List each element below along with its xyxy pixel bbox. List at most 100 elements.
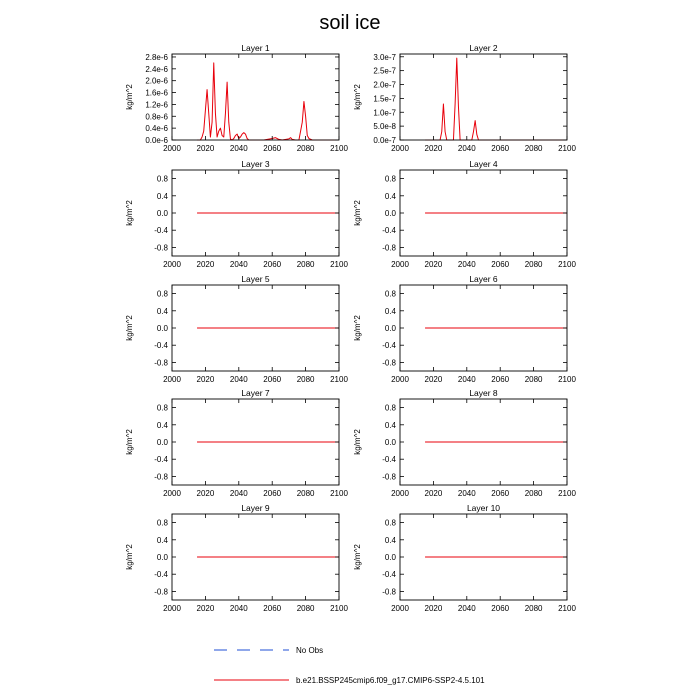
y-tick-label: 0.0 (385, 553, 397, 562)
x-tick-label: 2080 (297, 604, 315, 613)
y-tick-label: 1.0e-7 (373, 108, 396, 117)
chart-panel-layer-4: Layer 4 2000 2020 2040 2060 2080 2100 -0.8 -0.4 0… (353, 159, 576, 269)
plot-frame (399, 53, 568, 141)
x-tick-label: 2040 (230, 144, 248, 153)
panel-title: Layer 3 (241, 159, 270, 169)
chart-panel-layer-5: Layer 5 2000 2020 2040 2060 2080 2100 -0.8 -0.4 0… (125, 274, 348, 384)
y-axis-label: kg/m^2 (353, 544, 362, 570)
y-tick-label: 0.0e-6 (145, 136, 168, 145)
y-tick-label: 0.0e-7 (373, 136, 396, 145)
chart-panel-layer-9: Layer 9 2000 2020 2040 2060 2080 2100 -0.8 -0.4 0… (125, 503, 348, 613)
x-tick-label: 2080 (297, 260, 315, 269)
y-axis-label: kg/m^2 (353, 315, 362, 341)
x-tick-label: 2060 (491, 375, 509, 384)
y-tick-label: 0.4 (157, 421, 169, 430)
x-tick-label: 2040 (458, 375, 476, 384)
y-tick-label: 0.8e-6 (145, 112, 168, 121)
x-tick-label: 2060 (491, 260, 509, 269)
x-tick-label: 2100 (330, 144, 348, 153)
x-tick-label: 2040 (230, 489, 248, 498)
x-tick-label: 2040 (458, 260, 476, 269)
x-tick-label: 2060 (263, 489, 281, 498)
y-tick-label: 0.4 (157, 307, 169, 316)
y-tick-label: 0.8 (385, 519, 397, 528)
x-tick-label: 2020 (425, 604, 443, 613)
y-axis-label: kg/m^2 (125, 544, 134, 570)
x-tick-label: 2040 (230, 260, 248, 269)
x-tick-label: 2000 (163, 144, 181, 153)
panel-title: Layer 1 (241, 43, 270, 53)
panel-title: Layer 10 (467, 503, 500, 513)
y-tick-label: 0.8 (157, 404, 169, 413)
y-tick-label: -0.8 (382, 358, 396, 367)
x-tick-label: 2020 (425, 489, 443, 498)
x-tick-label: 2000 (391, 375, 409, 384)
panel-title: Layer 2 (469, 43, 498, 53)
panel-title: Layer 9 (241, 503, 270, 513)
y-tick-label: -0.8 (382, 472, 396, 481)
x-tick-label: 2020 (425, 144, 443, 153)
x-tick-label: 2020 (197, 489, 215, 498)
y-tick-label: -0.8 (154, 358, 168, 367)
y-tick-label: 0.0 (157, 438, 169, 447)
y-axis-label: kg/m^2 (353, 84, 362, 110)
y-tick-label: 1.2e-6 (145, 100, 168, 109)
x-tick-label: 2080 (297, 489, 315, 498)
y-tick-label: -0.4 (382, 455, 396, 464)
x-tick-label: 2100 (558, 144, 576, 153)
y-axis-label: kg/m^2 (125, 200, 134, 226)
y-tick-label: 1.5e-7 (373, 94, 396, 103)
x-tick-label: 2080 (525, 260, 543, 269)
x-tick-label: 2100 (558, 375, 576, 384)
panel-title: Layer 7 (241, 388, 270, 398)
x-tick-label: 2080 (525, 489, 543, 498)
y-tick-label: 0.4 (157, 192, 169, 201)
x-tick-label: 2100 (330, 604, 348, 613)
y-axis-label: kg/m^2 (125, 315, 134, 341)
y-tick-label: 0.8 (157, 290, 169, 299)
y-tick-label: 0.8 (385, 404, 397, 413)
x-tick-label: 2040 (458, 489, 476, 498)
x-tick-label: 2100 (330, 489, 348, 498)
series-line (425, 57, 567, 141)
x-tick-label: 2000 (391, 489, 409, 498)
chart-panel-layer-3: Layer 3 2000 2020 2040 2060 2080 2100 -0.8 -0.4 0… (125, 159, 348, 269)
y-tick-label: 0.0 (385, 324, 397, 333)
x-tick-label: 2040 (458, 144, 476, 153)
x-tick-label: 2100 (330, 375, 348, 384)
y-tick-label: -0.4 (382, 570, 396, 579)
x-tick-label: 2060 (263, 604, 281, 613)
x-tick-label: 2000 (163, 604, 181, 613)
x-tick-label: 2100 (330, 260, 348, 269)
x-tick-label: 2060 (491, 604, 509, 613)
y-tick-label: 0.0 (157, 324, 169, 333)
panel-title: Layer 4 (469, 159, 498, 169)
legend: No Obs b.e21.BSSP245cmip6.f09_g17.CMIP6-… (214, 646, 485, 685)
x-tick-label: 2000 (163, 260, 181, 269)
y-tick-label: 0.4 (385, 192, 397, 201)
x-tick-label: 2080 (525, 604, 543, 613)
x-tick-label: 2020 (197, 604, 215, 613)
x-tick-label: 2080 (297, 375, 315, 384)
y-axis-label: kg/m^2 (125, 429, 134, 455)
y-tick-label: 0.0 (385, 209, 397, 218)
x-tick-label: 2020 (425, 375, 443, 384)
y-tick-label: 3.0e-7 (373, 53, 396, 62)
y-tick-label: -0.4 (382, 341, 396, 350)
y-tick-label: -0.4 (382, 226, 396, 235)
panel-title: Layer 6 (469, 274, 498, 284)
y-tick-label: 0.4 (157, 536, 169, 545)
y-axis-label: kg/m^2 (125, 84, 134, 110)
panel-title: Layer 8 (469, 388, 498, 398)
x-tick-label: 2060 (263, 260, 281, 269)
x-tick-label: 2000 (163, 489, 181, 498)
y-axis-label: kg/m^2 (353, 429, 362, 455)
x-tick-label: 2000 (163, 375, 181, 384)
y-tick-label: 2.0e-6 (145, 77, 168, 86)
x-tick-label: 2060 (263, 144, 281, 153)
y-tick-label: -0.8 (382, 243, 396, 252)
y-tick-label: 5.0e-8 (373, 122, 396, 131)
y-tick-label: 0.4 (385, 536, 397, 545)
y-tick-label: 0.0 (157, 209, 169, 218)
y-tick-label: 0.8 (157, 519, 169, 528)
